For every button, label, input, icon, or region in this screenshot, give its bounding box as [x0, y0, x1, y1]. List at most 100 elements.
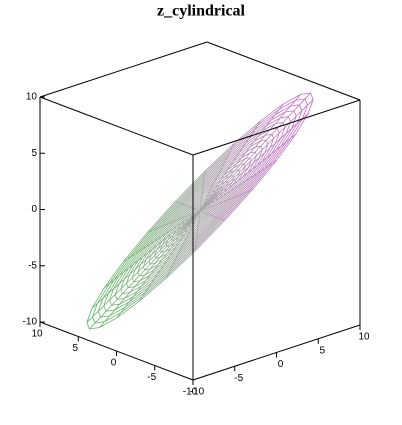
ring-segment — [211, 200, 227, 217]
spoke-segment — [178, 232, 184, 239]
spoke-segment — [116, 312, 121, 319]
ring-segment — [260, 145, 263, 150]
ring-segment — [254, 151, 257, 156]
spoke-segment — [141, 280, 147, 287]
ring-segment — [205, 205, 214, 214]
ring-segment — [230, 180, 239, 192]
spoke-segment — [122, 287, 129, 294]
spoke-segment — [118, 271, 124, 277]
ring-segment — [123, 251, 140, 273]
ring-segment — [142, 241, 155, 258]
ring-segment — [86, 322, 90, 330]
ring-segment — [245, 157, 250, 159]
spoke-segment — [264, 147, 271, 153]
ring-segment — [132, 246, 147, 265]
ring-segment — [242, 167, 249, 177]
spoke-segment — [244, 160, 252, 167]
spoke-segment — [212, 204, 216, 207]
ring-segment — [257, 108, 280, 126]
spoke-segment — [172, 261, 175, 266]
ring-segment — [251, 119, 272, 135]
ring-segment — [237, 171, 244, 181]
spoke-segment — [109, 279, 115, 285]
spoke-segment — [276, 145, 282, 151]
ring-segment — [196, 216, 215, 236]
spoke-segment — [245, 177, 250, 182]
spoke-segment — [132, 260, 139, 265]
ring-segment — [129, 285, 142, 293]
ring-segment — [291, 116, 297, 129]
spoke-segment — [260, 139, 267, 147]
spoke-segment — [282, 116, 289, 123]
spoke-segment — [138, 269, 146, 277]
spoke-segment — [218, 191, 225, 197]
spoke-segment — [154, 273, 158, 279]
spoke-segment — [160, 225, 164, 228]
ring-segment — [139, 274, 145, 277]
spoke-segment — [277, 122, 284, 129]
ring-segment — [238, 172, 258, 196]
spoke-segment — [165, 274, 168, 279]
spoke-segment — [215, 191, 222, 197]
spoke-segment — [186, 234, 189, 239]
ring-segment — [216, 195, 237, 219]
spoke-segment — [104, 315, 110, 322]
spoke-segment — [290, 115, 297, 123]
ring-segment — [233, 177, 251, 198]
ring-segment — [122, 292, 130, 294]
spoke-segment — [175, 254, 179, 259]
spoke-segment — [249, 151, 256, 159]
spoke-segment — [256, 149, 263, 156]
ring-segment — [179, 234, 198, 252]
ring-segment — [131, 269, 136, 279]
spoke-segment — [113, 275, 120, 281]
spoke-segment — [102, 293, 109, 299]
ring-segment — [254, 114, 276, 131]
spoke-segment — [203, 200, 206, 205]
chart-title: z_cylindrical — [157, 3, 246, 20]
spoke-segment — [205, 207, 208, 210]
ring-segment — [224, 189, 253, 222]
spoke-segment — [130, 253, 136, 257]
ring-segment — [119, 296, 134, 305]
spoke-segment — [245, 146, 251, 153]
ring-segment — [214, 198, 232, 218]
spoke-segment — [182, 226, 188, 233]
spoke-segment — [222, 192, 227, 197]
spoke-segment — [278, 127, 286, 134]
spoke-segment — [214, 187, 221, 194]
ring-segment — [146, 225, 164, 247]
ring-segment — [198, 212, 204, 218]
spoke-segment — [307, 99, 314, 106]
spoke-segment — [261, 143, 269, 150]
spoke-segment — [247, 168, 253, 174]
spoke-segment — [172, 234, 179, 241]
spoke-segment — [250, 154, 257, 162]
y-tick-label: 0 — [111, 358, 117, 369]
ring-segment — [120, 296, 143, 314]
spoke-segment — [145, 274, 151, 281]
ring-segment — [228, 133, 252, 154]
spoke-segment — [97, 298, 104, 304]
spoke-segment — [128, 264, 134, 269]
ring-segment — [288, 116, 291, 122]
spoke-segment — [134, 251, 140, 255]
ring-segment — [296, 110, 303, 124]
ring-segment — [304, 98, 308, 106]
box-edge — [192, 99, 361, 156]
spoke-segment — [139, 274, 146, 282]
spoke-segment — [147, 283, 152, 288]
ring-segment — [209, 183, 219, 192]
spoke-segment — [114, 288, 122, 295]
spoke-segment — [149, 263, 156, 270]
ring-segment — [105, 309, 115, 312]
ring-segment — [163, 251, 180, 266]
spoke-segment — [253, 157, 260, 163]
ring-segment — [151, 236, 163, 250]
ring-segment — [151, 245, 158, 255]
spoke-segment — [147, 230, 151, 233]
ring-segment — [118, 268, 129, 285]
spoke-segment — [199, 204, 206, 212]
spoke-segment — [141, 292, 146, 298]
ring-segment — [148, 254, 152, 262]
